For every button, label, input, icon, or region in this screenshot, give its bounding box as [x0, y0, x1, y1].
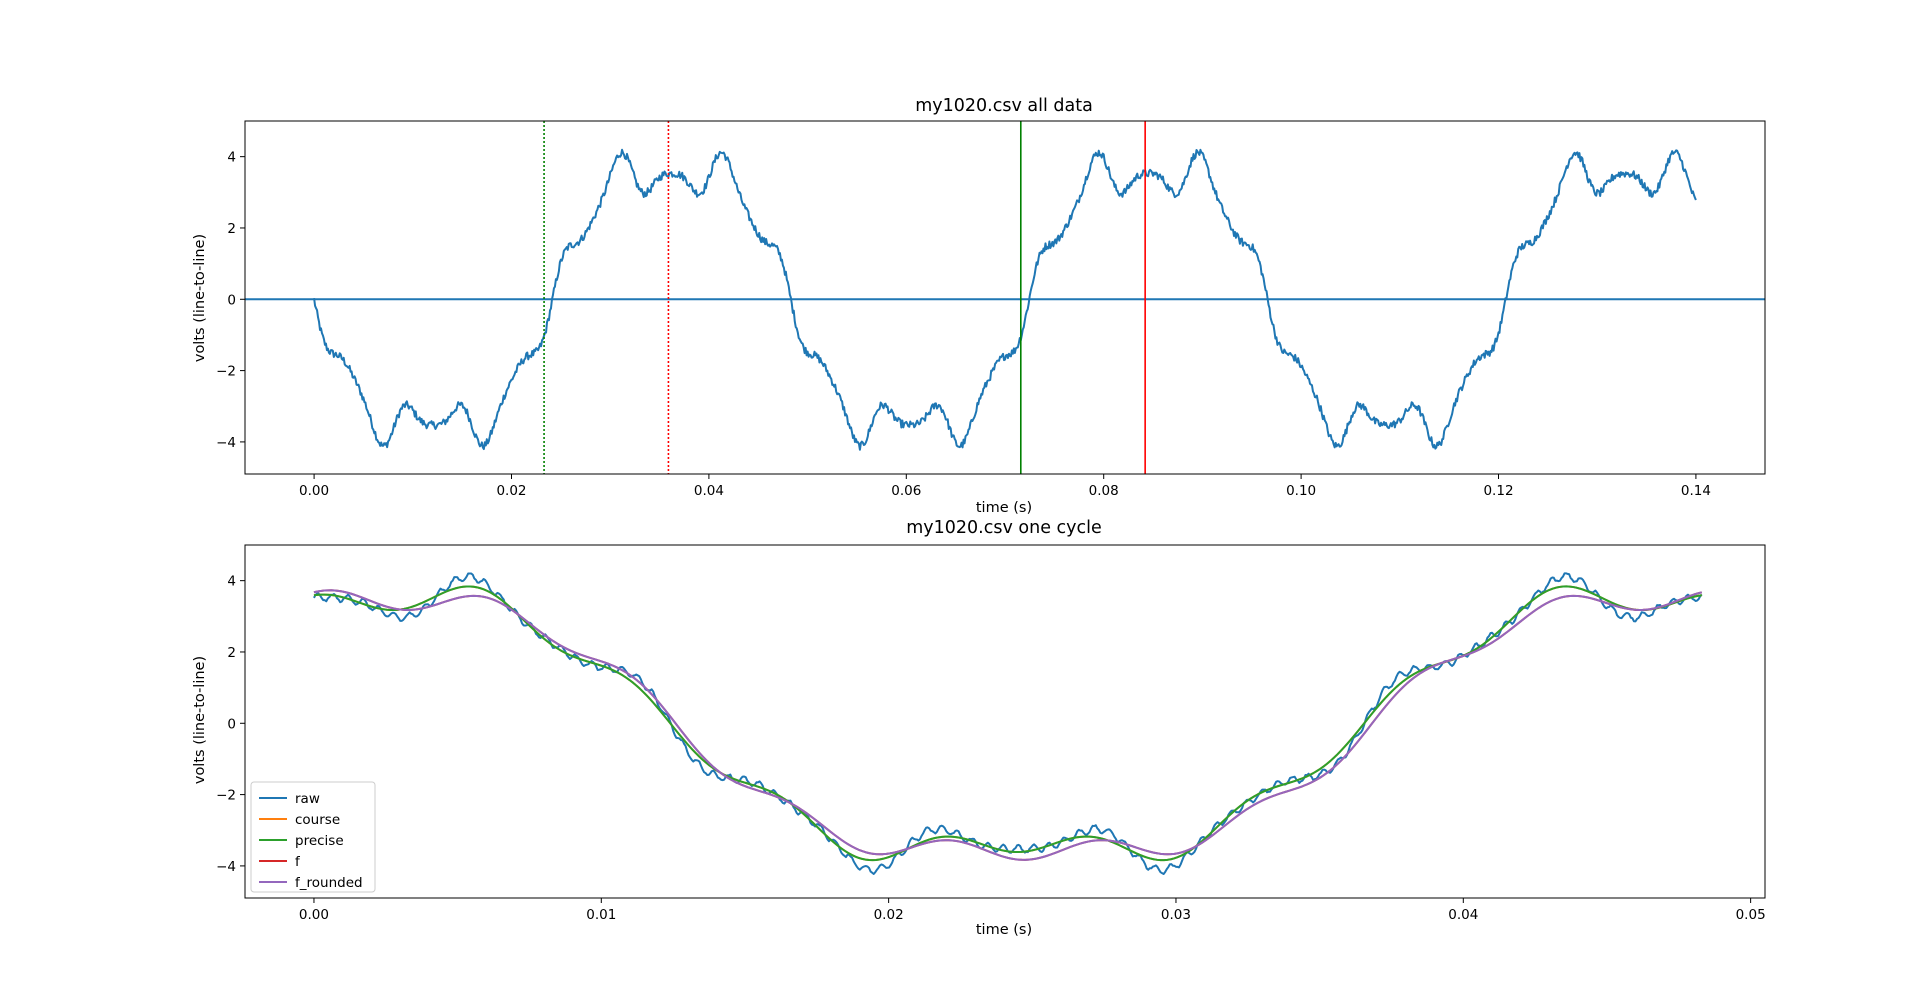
y-tick-label: 2	[227, 221, 236, 237]
x-tick-label: 0.08	[1089, 483, 1119, 499]
y-tick-label: 4	[227, 150, 236, 166]
ticks-all-data: 0.00 0.02 0.04 0.06 0.08 0.10 0.12 0.14 −4 −2 0 2 4	[216, 150, 1711, 499]
x-tick-label: 0.04	[1448, 907, 1478, 923]
legend-label: course	[295, 812, 340, 828]
plot-contents-one-cycle	[313, 572, 1703, 875]
plot-area-one-cycle	[244, 544, 1766, 899]
axes-all-data: my1020.csv all data 0.00 0.02 0.04 0.06 0.08…	[192, 96, 1766, 516]
y-tick-label: 4	[227, 574, 236, 590]
axes-one-cycle: my1020.csv one cycle 0.00 0.01 0.02 0.03 0.0…	[192, 518, 1766, 938]
plot-area-all-data	[244, 120, 1766, 475]
series-line-f-rounded	[313, 589, 1703, 861]
x-tick-label: 0.02	[496, 483, 526, 499]
legend-label: raw	[295, 791, 320, 807]
chart-title-one-cycle: my1020.csv one cycle	[906, 518, 1102, 538]
plot-contents-all-data	[245, 121, 1765, 474]
chart-title-all-data: my1020.csv all data	[915, 96, 1093, 116]
x-tick-label: 0.03	[1161, 907, 1191, 923]
x-tick-label: 0.04	[694, 483, 724, 499]
x-tick-label: 0.12	[1483, 483, 1513, 499]
axes-frame	[244, 120, 1766, 475]
axes-frame	[244, 544, 1766, 899]
y-tick-label: 0	[227, 716, 236, 732]
y-tick-label: 2	[227, 645, 236, 661]
legend-label: f_rounded	[295, 875, 363, 891]
x-axis-label-all-data: time (s)	[976, 500, 1032, 516]
legend-box	[250, 781, 376, 893]
y-axis-label-all-data: volts (line-to-line)	[192, 234, 208, 362]
legend-one-cycle: raw course precise f f_rounded	[250, 781, 376, 893]
x-tick-label: 0.06	[891, 483, 921, 499]
series-line-precise	[313, 585, 1702, 862]
ticks-one-cycle: 0.00 0.01 0.02 0.03 0.04 0.05 −4 −2 0 2 4	[216, 574, 1766, 923]
y-tick-label: 0	[227, 292, 236, 308]
x-axis-label-one-cycle: time (s)	[976, 922, 1032, 938]
x-tick-label: 0.05	[1736, 907, 1766, 923]
y-tick-label: −2	[216, 364, 236, 380]
x-tick-label: 0.14	[1681, 483, 1711, 499]
legend-label: precise	[295, 833, 344, 849]
y-tick-label: −4	[216, 859, 236, 875]
x-tick-label: 0.01	[586, 907, 616, 923]
x-tick-label: 0.02	[874, 907, 904, 923]
y-axis-label-one-cycle: volts (line-to-line)	[192, 656, 208, 784]
x-tick-label: 0.10	[1286, 483, 1316, 499]
y-tick-label: −4	[216, 435, 236, 451]
legend-label: f	[295, 854, 301, 870]
y-tick-label: −2	[216, 788, 236, 804]
x-tick-label: 0.00	[299, 483, 329, 499]
x-tick-label: 0.00	[299, 907, 329, 923]
